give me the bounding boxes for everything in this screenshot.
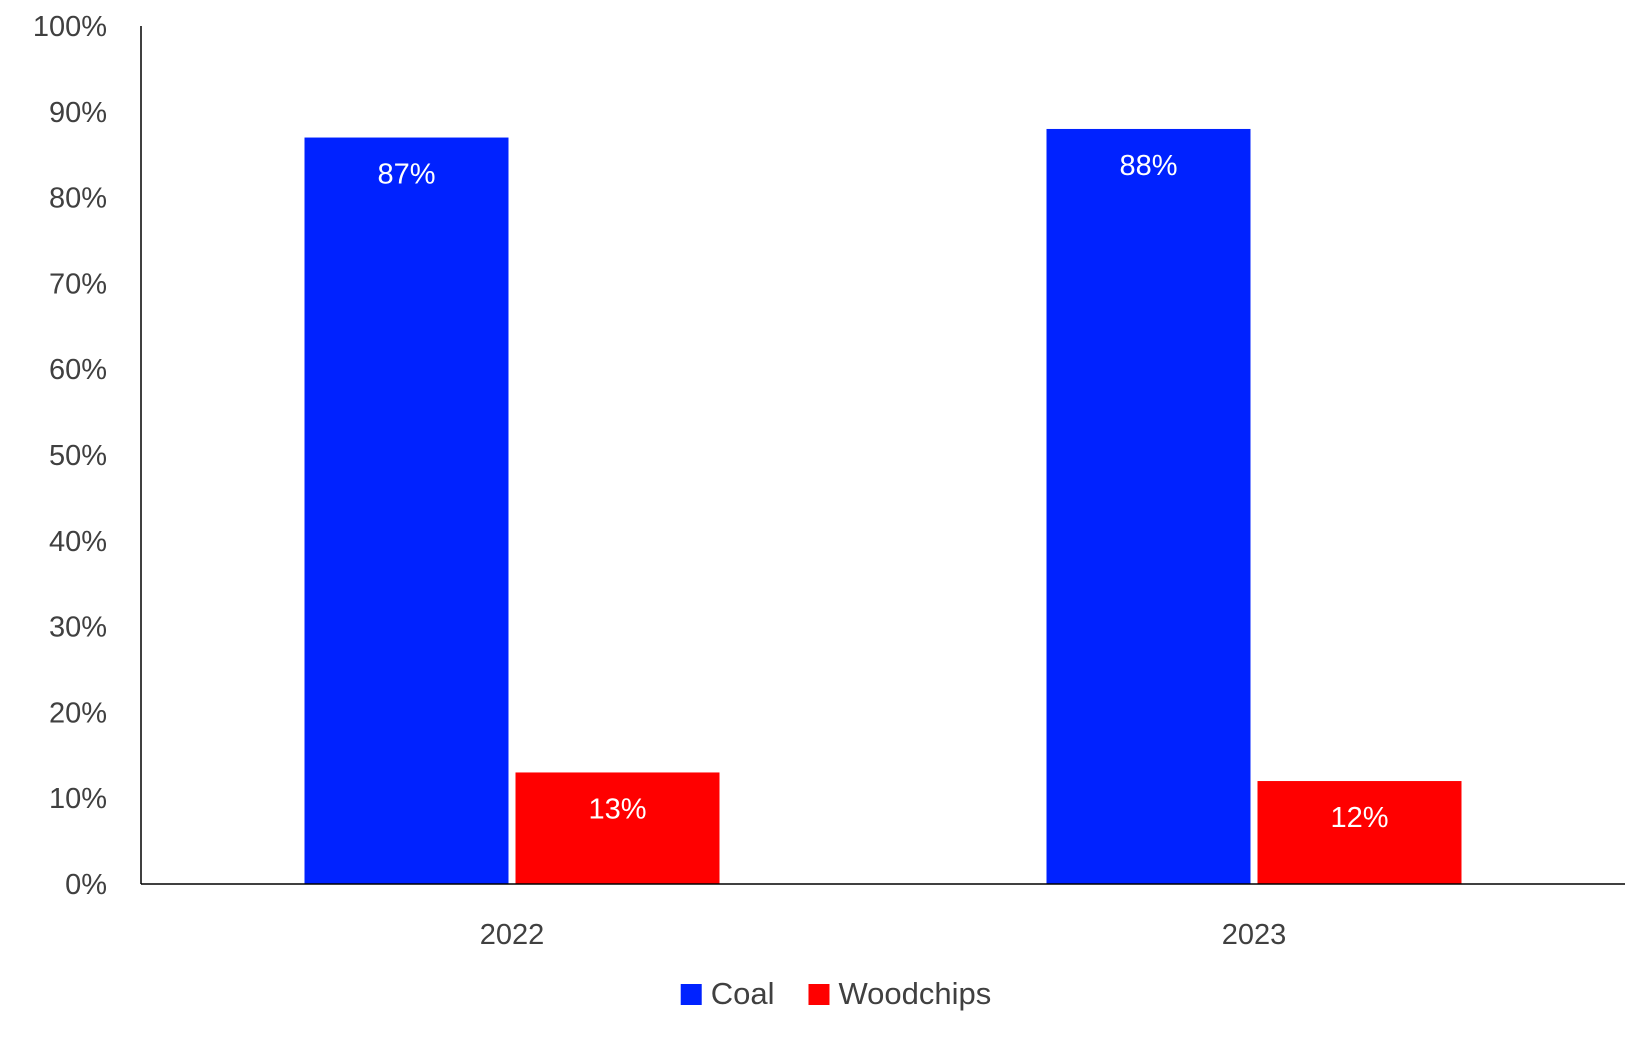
y-tick-label: 0% [65, 869, 107, 901]
x-axis-labels: 2022 2023 [480, 919, 1287, 951]
bar-woodchips-2022 [515, 772, 720, 884]
y-tick-label: 90% [49, 97, 107, 129]
legend-swatch-coal [680, 984, 702, 1005]
y-tick-label: 70% [49, 268, 107, 300]
y-tick-label: 30% [49, 612, 107, 644]
data-label-coal-2023: 88% [1119, 150, 1177, 182]
bar-coal-2022 [304, 137, 509, 885]
y-axis-ticks: 0% 10% 20% 30% 40% 50% 60% 70% 80% 90% 100% [33, 11, 107, 901]
bars [304, 128, 1462, 885]
data-label-woodchips-2023: 12% [1330, 802, 1388, 834]
legend-label-coal: Coal [711, 976, 775, 1011]
legend-label-woodchips: Woodchips [838, 976, 991, 1011]
y-tick-label: 10% [49, 783, 107, 815]
y-tick-label: 50% [49, 440, 107, 472]
y-tick-label: 20% [49, 697, 107, 729]
bar-woodchips-2023 [1257, 781, 1462, 884]
y-tick-label: 80% [49, 183, 107, 215]
data-label-coal-2022: 87% [377, 159, 435, 191]
data-labels: 87% 13% 88% 12% [377, 150, 1388, 834]
y-tick-label: 100% [33, 11, 107, 43]
legend: Coal Woodchips [680, 976, 991, 1011]
bar-coal-2023 [1046, 128, 1251, 884]
x-tick-label: 2023 [1222, 919, 1287, 951]
legend-swatch-woodchips [808, 984, 830, 1005]
data-label-woodchips-2022: 13% [588, 793, 646, 825]
x-tick-label: 2022 [480, 919, 545, 951]
y-tick-label: 40% [49, 526, 107, 558]
y-tick-label: 60% [49, 354, 107, 386]
